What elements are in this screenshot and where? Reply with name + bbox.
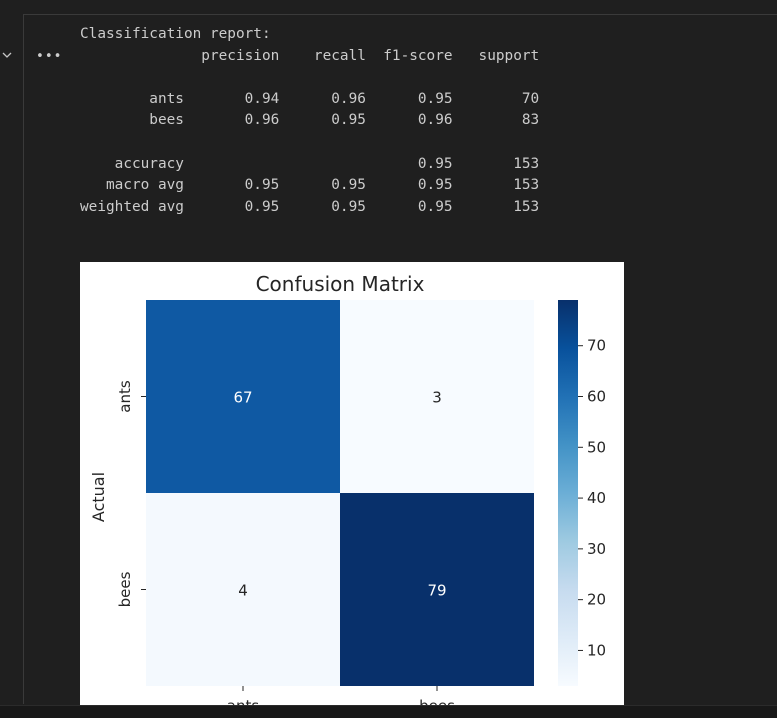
cell-left-rail (23, 14, 24, 704)
classification-report: Classification report: precision recall … (80, 24, 539, 218)
heatmap-cell (146, 300, 340, 493)
more-actions-button[interactable]: ••• (36, 49, 63, 64)
colorbar-tick-label: 10 (587, 641, 606, 659)
cell-value-label: 67 (233, 389, 252, 407)
colorbar-tick-label: 60 (587, 388, 606, 406)
heatmap-cell (340, 493, 534, 686)
colorbar-tick-label: 20 (587, 591, 606, 609)
colorbar (558, 300, 578, 686)
panel-bottom-bar (0, 705, 777, 718)
heatmap-cell (146, 493, 340, 686)
x-tick-label: bees (419, 697, 455, 706)
colorbar-tick-label: 30 (587, 540, 606, 558)
confusion-matrix-figure: Confusion Matrix Actual 67 3 4 79 ants bees … (80, 262, 624, 706)
report-line: weighted avg 0.95 0.95 0.95 153 (80, 198, 540, 215)
heatmap-cell (340, 300, 534, 493)
x-tick-label: ants (227, 697, 260, 706)
colorbar-tick-label: 70 (587, 337, 606, 355)
y-tick-label: ants (116, 380, 134, 413)
colorbar-tick-label: 50 (587, 438, 606, 456)
cell-top-border (24, 14, 777, 15)
cell-output: Classification report: precision recall … (80, 24, 539, 218)
report-line: macro avg 0.95 0.95 0.95 153 (80, 177, 540, 194)
chart-title: Confusion Matrix (256, 272, 425, 296)
report-line: accuracy 0.95 153 (80, 155, 540, 172)
report-line: bees 0.96 0.95 0.96 83 (80, 112, 540, 129)
report-line: Classification report: (80, 26, 271, 42)
cell-value-label: 79 (427, 582, 446, 600)
cell-value-label: 3 (432, 389, 442, 407)
colorbar-tick-label: 40 (587, 489, 606, 507)
chevron-down-icon[interactable] (0, 50, 14, 64)
chevron-down-icon-glyph (2, 52, 12, 58)
y-axis-label: Actual (89, 472, 108, 522)
y-tick-label: bees (116, 571, 134, 607)
report-line: precision recall f1-score support (80, 47, 540, 64)
cell-value-label: 4 (238, 582, 248, 600)
confusion-matrix-chart: Confusion Matrix Actual 67 34 79 antsbees … (89, 272, 606, 706)
report-line: ants 0.94 0.96 0.95 70 (80, 90, 540, 107)
